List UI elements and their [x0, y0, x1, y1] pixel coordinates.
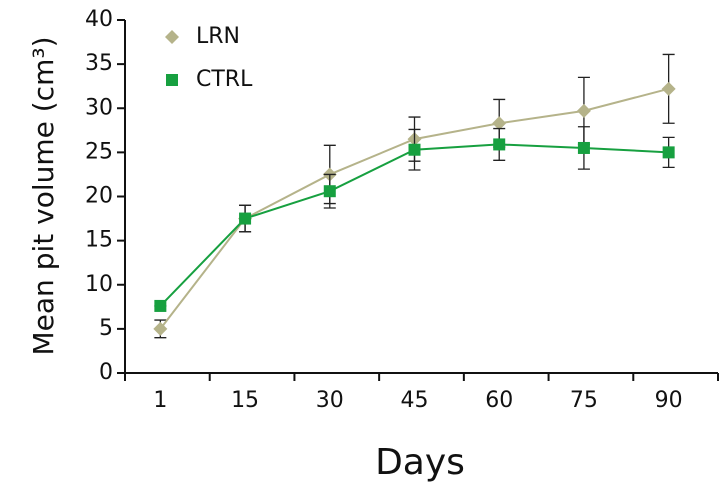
x-axis-label: Days	[375, 442, 465, 483]
y-tick-label: 15	[85, 228, 113, 253]
data-point	[662, 146, 675, 159]
legend-label: LRN	[196, 24, 240, 49]
x-tick-label: 15	[231, 388, 259, 413]
y-tick-label: 30	[85, 95, 113, 120]
x-tick-label: 30	[316, 388, 344, 413]
legend-marker	[165, 30, 179, 44]
data-point	[239, 212, 252, 225]
legend-label: CTRL	[196, 67, 253, 92]
data-point	[492, 116, 507, 131]
data-point	[154, 299, 167, 312]
y-tick-label: 20	[85, 184, 113, 209]
data-point	[153, 321, 168, 336]
y-tick-label: 10	[85, 272, 113, 297]
x-tick-label: 45	[401, 388, 429, 413]
x-tick-label: 90	[655, 388, 683, 413]
legend-marker	[166, 74, 178, 86]
data-point	[661, 81, 676, 96]
x-tick-label: 1	[153, 388, 167, 413]
y-tick-label: 40	[85, 7, 113, 32]
y-tick-label: 0	[99, 360, 113, 385]
y-axis-label: Mean pit volume (cm³)	[27, 37, 60, 356]
data-point	[577, 141, 590, 154]
data-point	[576, 103, 591, 118]
x-tick-label: 75	[570, 388, 598, 413]
y-tick-label: 25	[85, 139, 113, 164]
y-tick-label: 35	[85, 51, 113, 76]
data-point	[323, 185, 336, 198]
x-tick-label: 60	[485, 388, 513, 413]
data-point	[408, 143, 421, 156]
data-point	[493, 138, 506, 151]
y-tick-label: 5	[99, 316, 113, 341]
